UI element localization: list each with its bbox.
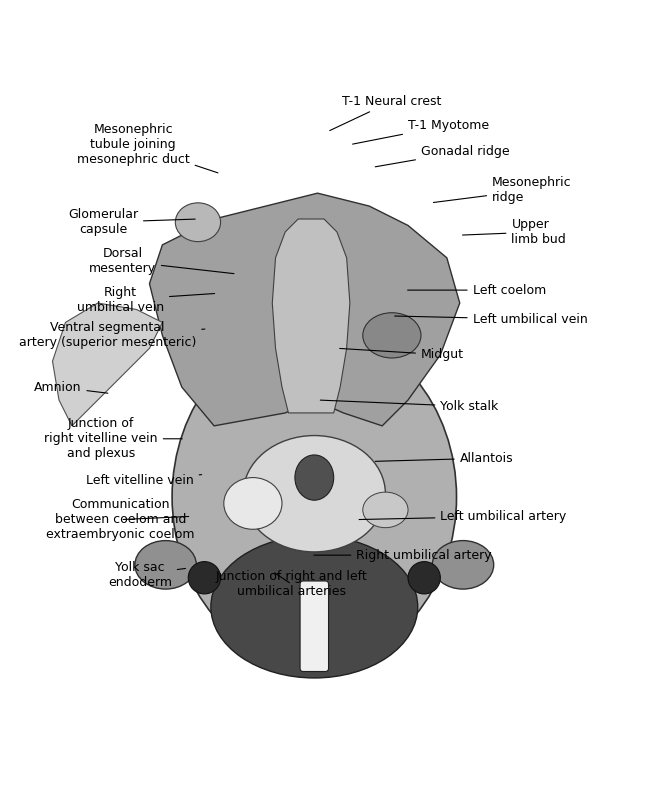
Circle shape	[188, 562, 220, 594]
Text: Ventral segmental
artery (superior mesenteric): Ventral segmental artery (superior mesen…	[19, 322, 205, 350]
Circle shape	[408, 562, 440, 594]
Text: Junction of right and left
umbilical arteries: Junction of right and left umbilical art…	[216, 570, 367, 598]
Ellipse shape	[175, 203, 220, 242]
Ellipse shape	[211, 536, 418, 678]
Text: Dorsal
mesentery: Dorsal mesentery	[89, 247, 234, 275]
Text: Right umbilical artery: Right umbilical artery	[314, 549, 492, 562]
Text: Gonadal ridge: Gonadal ridge	[375, 145, 510, 167]
Ellipse shape	[295, 455, 334, 500]
Text: Allantois: Allantois	[375, 452, 514, 465]
Text: Yolk stalk: Yolk stalk	[321, 400, 498, 413]
Ellipse shape	[243, 435, 385, 552]
Text: T-1 Neural crest: T-1 Neural crest	[330, 95, 442, 130]
Text: Junction of
right vitelline vein
and plexus: Junction of right vitelline vein and ple…	[44, 418, 182, 460]
Polygon shape	[150, 193, 460, 426]
Ellipse shape	[172, 329, 456, 665]
Polygon shape	[273, 219, 350, 413]
Text: Communication
between coelom and
extraembryonic coelom: Communication between coelom and extraem…	[46, 498, 194, 541]
Text: Amnion: Amnion	[34, 381, 108, 394]
Text: Left vitelline vein: Left vitelline vein	[86, 474, 202, 487]
Text: Left umbilical vein: Left umbilical vein	[395, 313, 587, 326]
Text: Left coelom: Left coelom	[407, 284, 546, 297]
Text: Left umbilical artery: Left umbilical artery	[359, 510, 566, 523]
Text: Mesonephric
tubule joining
mesonephric duct: Mesonephric tubule joining mesonephric d…	[77, 123, 218, 173]
Text: T-1 Myotome: T-1 Myotome	[353, 118, 489, 144]
Text: Glomerular
capsule: Glomerular capsule	[68, 208, 195, 236]
Ellipse shape	[432, 541, 494, 589]
Text: Upper
limb bud: Upper limb bud	[462, 218, 566, 246]
Ellipse shape	[224, 478, 282, 530]
Polygon shape	[53, 303, 162, 426]
Ellipse shape	[363, 313, 421, 358]
Text: Right
umbilical vein: Right umbilical vein	[77, 286, 214, 314]
Ellipse shape	[363, 492, 408, 528]
Text: Mesonephric
ridge: Mesonephric ridge	[434, 176, 572, 204]
Ellipse shape	[135, 541, 196, 589]
Text: Yolk sac
endoderm: Yolk sac endoderm	[108, 561, 186, 589]
FancyBboxPatch shape	[300, 581, 329, 671]
Text: Midgut: Midgut	[340, 348, 464, 362]
